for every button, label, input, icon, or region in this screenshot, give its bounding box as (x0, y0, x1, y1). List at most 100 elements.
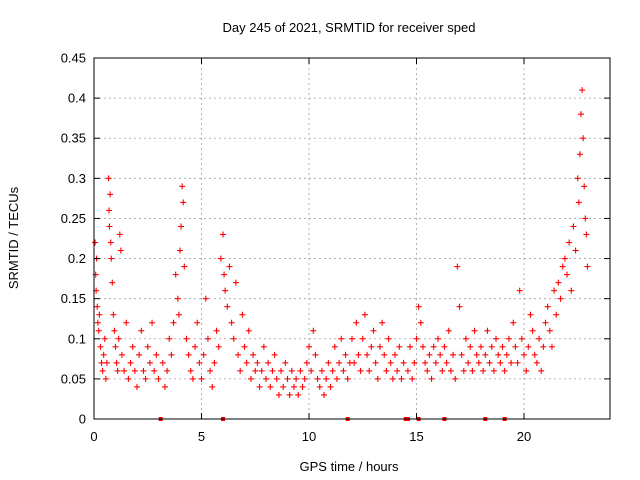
data-point (288, 367, 295, 374)
data-point (327, 383, 334, 390)
data-point (469, 367, 476, 374)
data-point (533, 359, 540, 366)
data-point (576, 151, 583, 158)
data-point (230, 335, 237, 342)
data-point (460, 367, 467, 374)
data-point (580, 135, 587, 142)
data-point (100, 351, 107, 358)
data-point (579, 87, 586, 94)
data-point (325, 359, 332, 366)
y-tick-label: 0.15 (61, 291, 86, 306)
data-point (192, 343, 199, 350)
y-tick-label: 0.4 (68, 91, 86, 106)
data-point (284, 375, 291, 382)
data-point (480, 367, 487, 374)
data-point (286, 391, 293, 398)
data-point (351, 359, 358, 366)
data-point (409, 375, 416, 382)
tick-labels: 0 0.05 0.1 0.15 0.2 0.25 0.3 0.35 0.4 0.45 0 5 10 15 2… (61, 51, 532, 445)
data-point (555, 279, 562, 286)
data-point (450, 351, 457, 358)
data-point (101, 335, 108, 342)
data-point (131, 367, 138, 374)
data-point (107, 191, 114, 198)
data-point (385, 335, 392, 342)
data-point (536, 335, 543, 342)
data-point (224, 303, 231, 310)
data-point (340, 367, 347, 374)
data-point (318, 367, 325, 374)
data-point (471, 327, 478, 334)
data-point (232, 279, 239, 286)
data-point (381, 351, 388, 358)
data-point (290, 383, 297, 390)
x-tick-label: 15 (409, 429, 423, 444)
data-point (570, 223, 577, 230)
data-point (174, 295, 181, 302)
data-point (149, 319, 156, 326)
data-point (207, 367, 214, 374)
data-point (499, 343, 506, 350)
data-point (125, 375, 132, 382)
data-point (518, 335, 525, 342)
data-point (538, 367, 545, 374)
data-point (486, 359, 493, 366)
data-point (575, 199, 582, 206)
data-point (108, 255, 115, 262)
data-point (99, 367, 106, 374)
data-point (407, 343, 414, 350)
data-point (452, 375, 459, 382)
data-point (566, 239, 573, 246)
data-point (269, 367, 276, 374)
y-tick-label: 0.2 (68, 251, 86, 266)
data-point (222, 287, 229, 294)
data-point (308, 367, 315, 374)
data-point (353, 319, 360, 326)
data-point (180, 199, 187, 206)
data-point (361, 311, 368, 318)
data-point (577, 111, 584, 118)
data-point (394, 367, 401, 374)
data-point (561, 255, 568, 262)
data-point (220, 231, 226, 238)
data-point (544, 303, 551, 310)
data-point (211, 359, 218, 366)
data-point (521, 351, 527, 358)
data-point (379, 319, 386, 326)
data-point (582, 215, 589, 222)
data-point (110, 311, 117, 318)
data-point (366, 367, 373, 374)
data-point (306, 343, 312, 350)
data-point (155, 375, 162, 382)
data-point (581, 183, 588, 190)
data-point (127, 359, 134, 366)
data-point (376, 343, 383, 350)
x-axis-label: GPS time / hours (300, 459, 399, 474)
data-point (200, 351, 207, 358)
data-point (166, 335, 173, 342)
data-point (226, 263, 233, 270)
data-point (239, 311, 246, 318)
data-point (501, 367, 508, 374)
data-point (258, 367, 265, 374)
data-point (387, 359, 394, 366)
data-point (422, 359, 429, 366)
data-markers (92, 87, 591, 398)
data-point (237, 367, 244, 374)
data-point (400, 359, 407, 366)
data-point (263, 375, 269, 382)
data-point (523, 367, 530, 374)
y-axis-label: SRMTID / TECUs (6, 186, 21, 289)
data-point (437, 351, 444, 358)
data-point (115, 335, 122, 342)
data-point (529, 327, 536, 334)
data-point (510, 319, 517, 326)
data-point (106, 207, 113, 214)
data-point (228, 319, 235, 326)
data-point (114, 367, 121, 374)
data-point (164, 367, 171, 374)
data-point (247, 375, 254, 382)
data-point (140, 367, 147, 374)
data-point (370, 327, 377, 334)
data-point (183, 335, 190, 342)
